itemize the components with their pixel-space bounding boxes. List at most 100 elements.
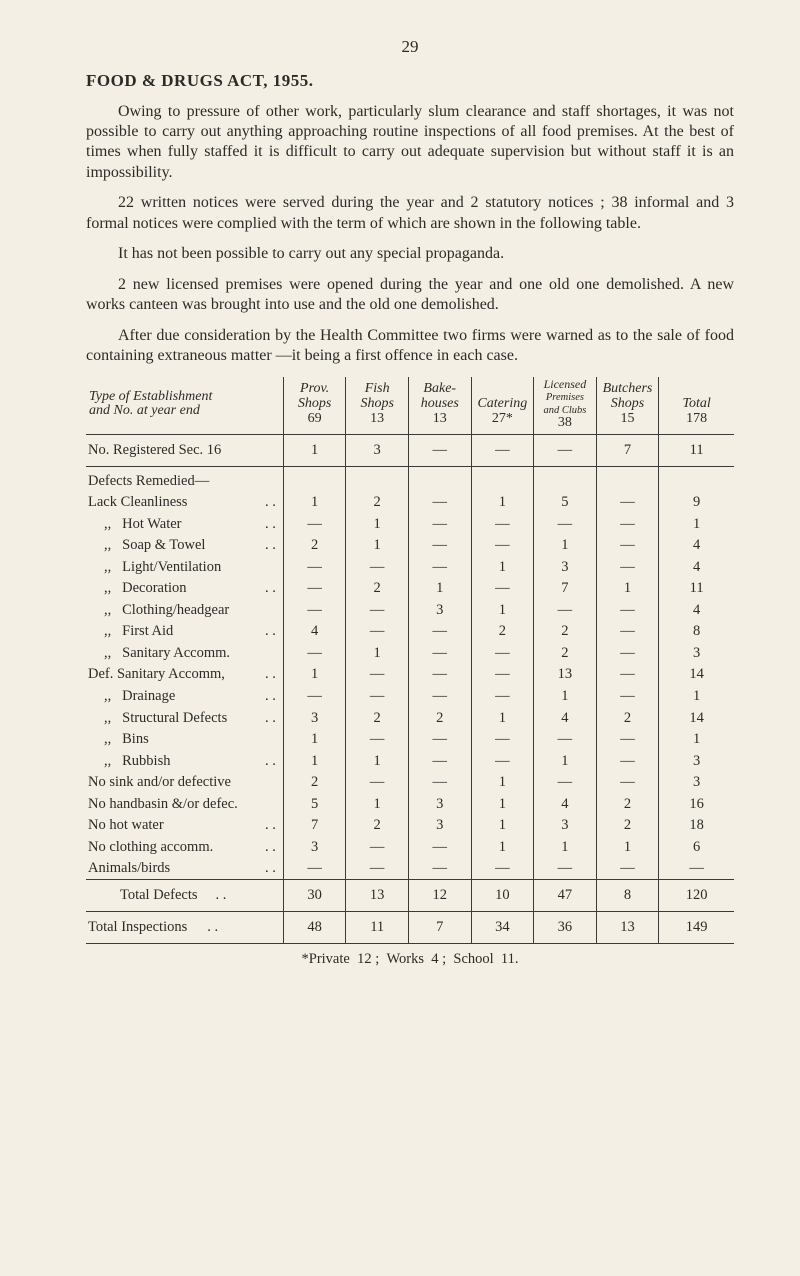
cell: 2 [283,772,346,794]
cell: 7 [534,578,597,600]
cell: — [534,772,597,794]
defects-header-label: Defects Remedied— [86,466,283,492]
cell: 2 [471,621,534,643]
cell: — [596,729,659,751]
cell: — [596,858,659,880]
cell: 14 [659,707,734,729]
totins-v0: 48 [283,911,346,943]
total-insp-label: Total Inspections [88,919,187,935]
table-row: ,, Structural Defects. .32214214 [86,707,734,729]
footnote: *Private 12 ; Works 4 ; School 11. [86,950,734,969]
registered-v5: 7 [596,434,659,466]
cell: 14 [659,664,734,686]
hdr-c2-l1: Bake- [423,381,456,396]
cell: — [283,578,346,600]
paragraph-4: 2 new licensed premises were opened duri… [86,275,734,316]
cell: — [283,599,346,621]
cell: 2 [596,707,659,729]
table-row: ,, Light/Ventilation———13—4 [86,556,734,578]
cell: 1 [471,836,534,858]
cell: — [408,621,471,643]
cell: — [408,513,471,535]
paragraph-1: Owing to pressure of other work, particu… [86,102,734,184]
totins-v5: 13 [596,911,659,943]
table-row: ,, Clothing/headgear——31——4 [86,599,734,621]
row-label: No sink and/or defective [86,772,283,794]
cell: 9 [659,492,734,514]
cell: — [596,685,659,707]
registered-v4: — [534,434,597,466]
table-row: No handbasin &/or defec.51314216 [86,793,734,815]
totdef-v2: 12 [408,880,471,912]
row-label: ,, Decoration. . [86,578,283,600]
hdr-c0-l2: Shops [298,396,331,411]
cell: — [408,535,471,557]
cell: — [534,858,597,880]
registered-label: No. Registered Sec. 16 [86,434,283,466]
cell: 2 [596,793,659,815]
hdr-c5-l2: Shops [611,396,644,411]
table-row: ,, Soap & Towel. .21——1—4 [86,535,734,557]
cell: 1 [471,707,534,729]
cell: 1 [346,750,409,772]
food-drugs-table: Type of Establishment and No. at year en… [86,377,734,944]
cell: — [346,664,409,686]
page-container: 29 FOOD & DRUGS ACT, 1955. Owing to pres… [0,0,800,1276]
cell: 1 [534,685,597,707]
row-label: ,, Bins [86,729,283,751]
row-label: ,, Light/Ventilation [86,556,283,578]
cell: 2 [346,707,409,729]
row-label: ,, Hot Water. . [86,513,283,535]
cell: — [596,750,659,772]
cell: 3 [659,750,734,772]
cell: — [283,642,346,664]
totdef-v5: 8 [596,880,659,912]
cell: — [659,858,734,880]
cell: 1 [659,729,734,751]
cell: — [346,858,409,880]
totins-v2: 7 [408,911,471,943]
hdr-c6-l2: Total [683,396,711,411]
cell: 1 [471,772,534,794]
page-number: 29 [86,36,734,58]
cell: 1 [283,729,346,751]
totdef-v6: 120 [659,880,734,912]
cell: — [408,729,471,751]
cell: 4 [659,599,734,621]
cell: — [408,685,471,707]
hdr-c0-l1: Prov. [300,381,329,396]
cell: 2 [596,815,659,837]
cell: — [534,729,597,751]
cell: 1 [283,750,346,772]
cell: 1 [659,513,734,535]
hdr-c4-l3: 38 [558,415,572,430]
cell: 3 [659,642,734,664]
cell: — [346,685,409,707]
paragraph-3: It has not been possible to carry out an… [86,244,734,264]
cell: — [471,578,534,600]
cell: 2 [346,492,409,514]
hdr-c2-l3: 13 [433,411,447,426]
cell: — [346,729,409,751]
paragraph-2: 22 written notices were served during th… [86,193,734,234]
cell: 1 [346,642,409,664]
row-label: ,, Sanitary Accomm. [86,642,283,664]
cell: — [534,599,597,621]
total-inspections-row: Total Inspections. . 48 11 7 34 36 13 14… [86,911,734,943]
cell: — [596,642,659,664]
cell: 8 [659,621,734,643]
cell: 3 [659,772,734,794]
cell: — [346,599,409,621]
cell: 4 [534,793,597,815]
hdr-rowlabel-1: Type of Establishment [89,389,212,404]
cell: — [596,513,659,535]
totins-v1: 11 [346,911,409,943]
paragraph-5: After due consideration by the Health Co… [86,326,734,367]
cell: — [596,599,659,621]
cell: 4 [534,707,597,729]
table-row: ,, First Aid. .4——22—8 [86,621,734,643]
cell: — [408,772,471,794]
row-label: Animals/birds. . [86,858,283,880]
cell: — [283,685,346,707]
table-row: Def. Sanitary Accomm,. .1———13—14 [86,664,734,686]
